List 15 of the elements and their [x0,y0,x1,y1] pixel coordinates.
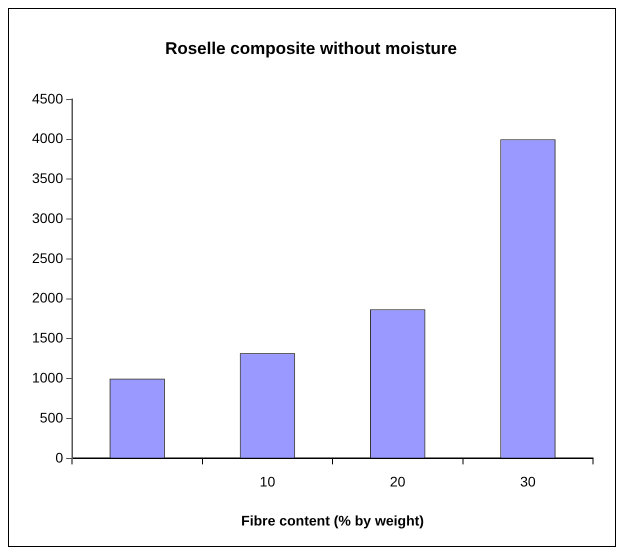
y-tick-label: 0 [55,449,64,466]
y-tick-label: 500 [40,409,64,426]
y-tick-label: 4000 [32,130,64,146]
y-tick-label: 2000 [32,290,64,306]
x-tick-label: 20 [390,474,406,490]
chart-title: Roselle composite without moisture [165,38,457,58]
y-tick-label: 3000 [32,210,64,226]
y-tick-label: 2500 [32,250,64,266]
x-axis-title: Fibre content (% by weight) [241,512,424,528]
x-tick-label: 10 [260,474,276,490]
y-tick-label: 3500 [32,170,64,186]
y-tick-label: 4500 [32,90,64,106]
y-tick-label: 1500 [32,330,64,346]
x-tick-label: 30 [520,474,536,490]
y-tick-label: 1000 [32,369,64,386]
